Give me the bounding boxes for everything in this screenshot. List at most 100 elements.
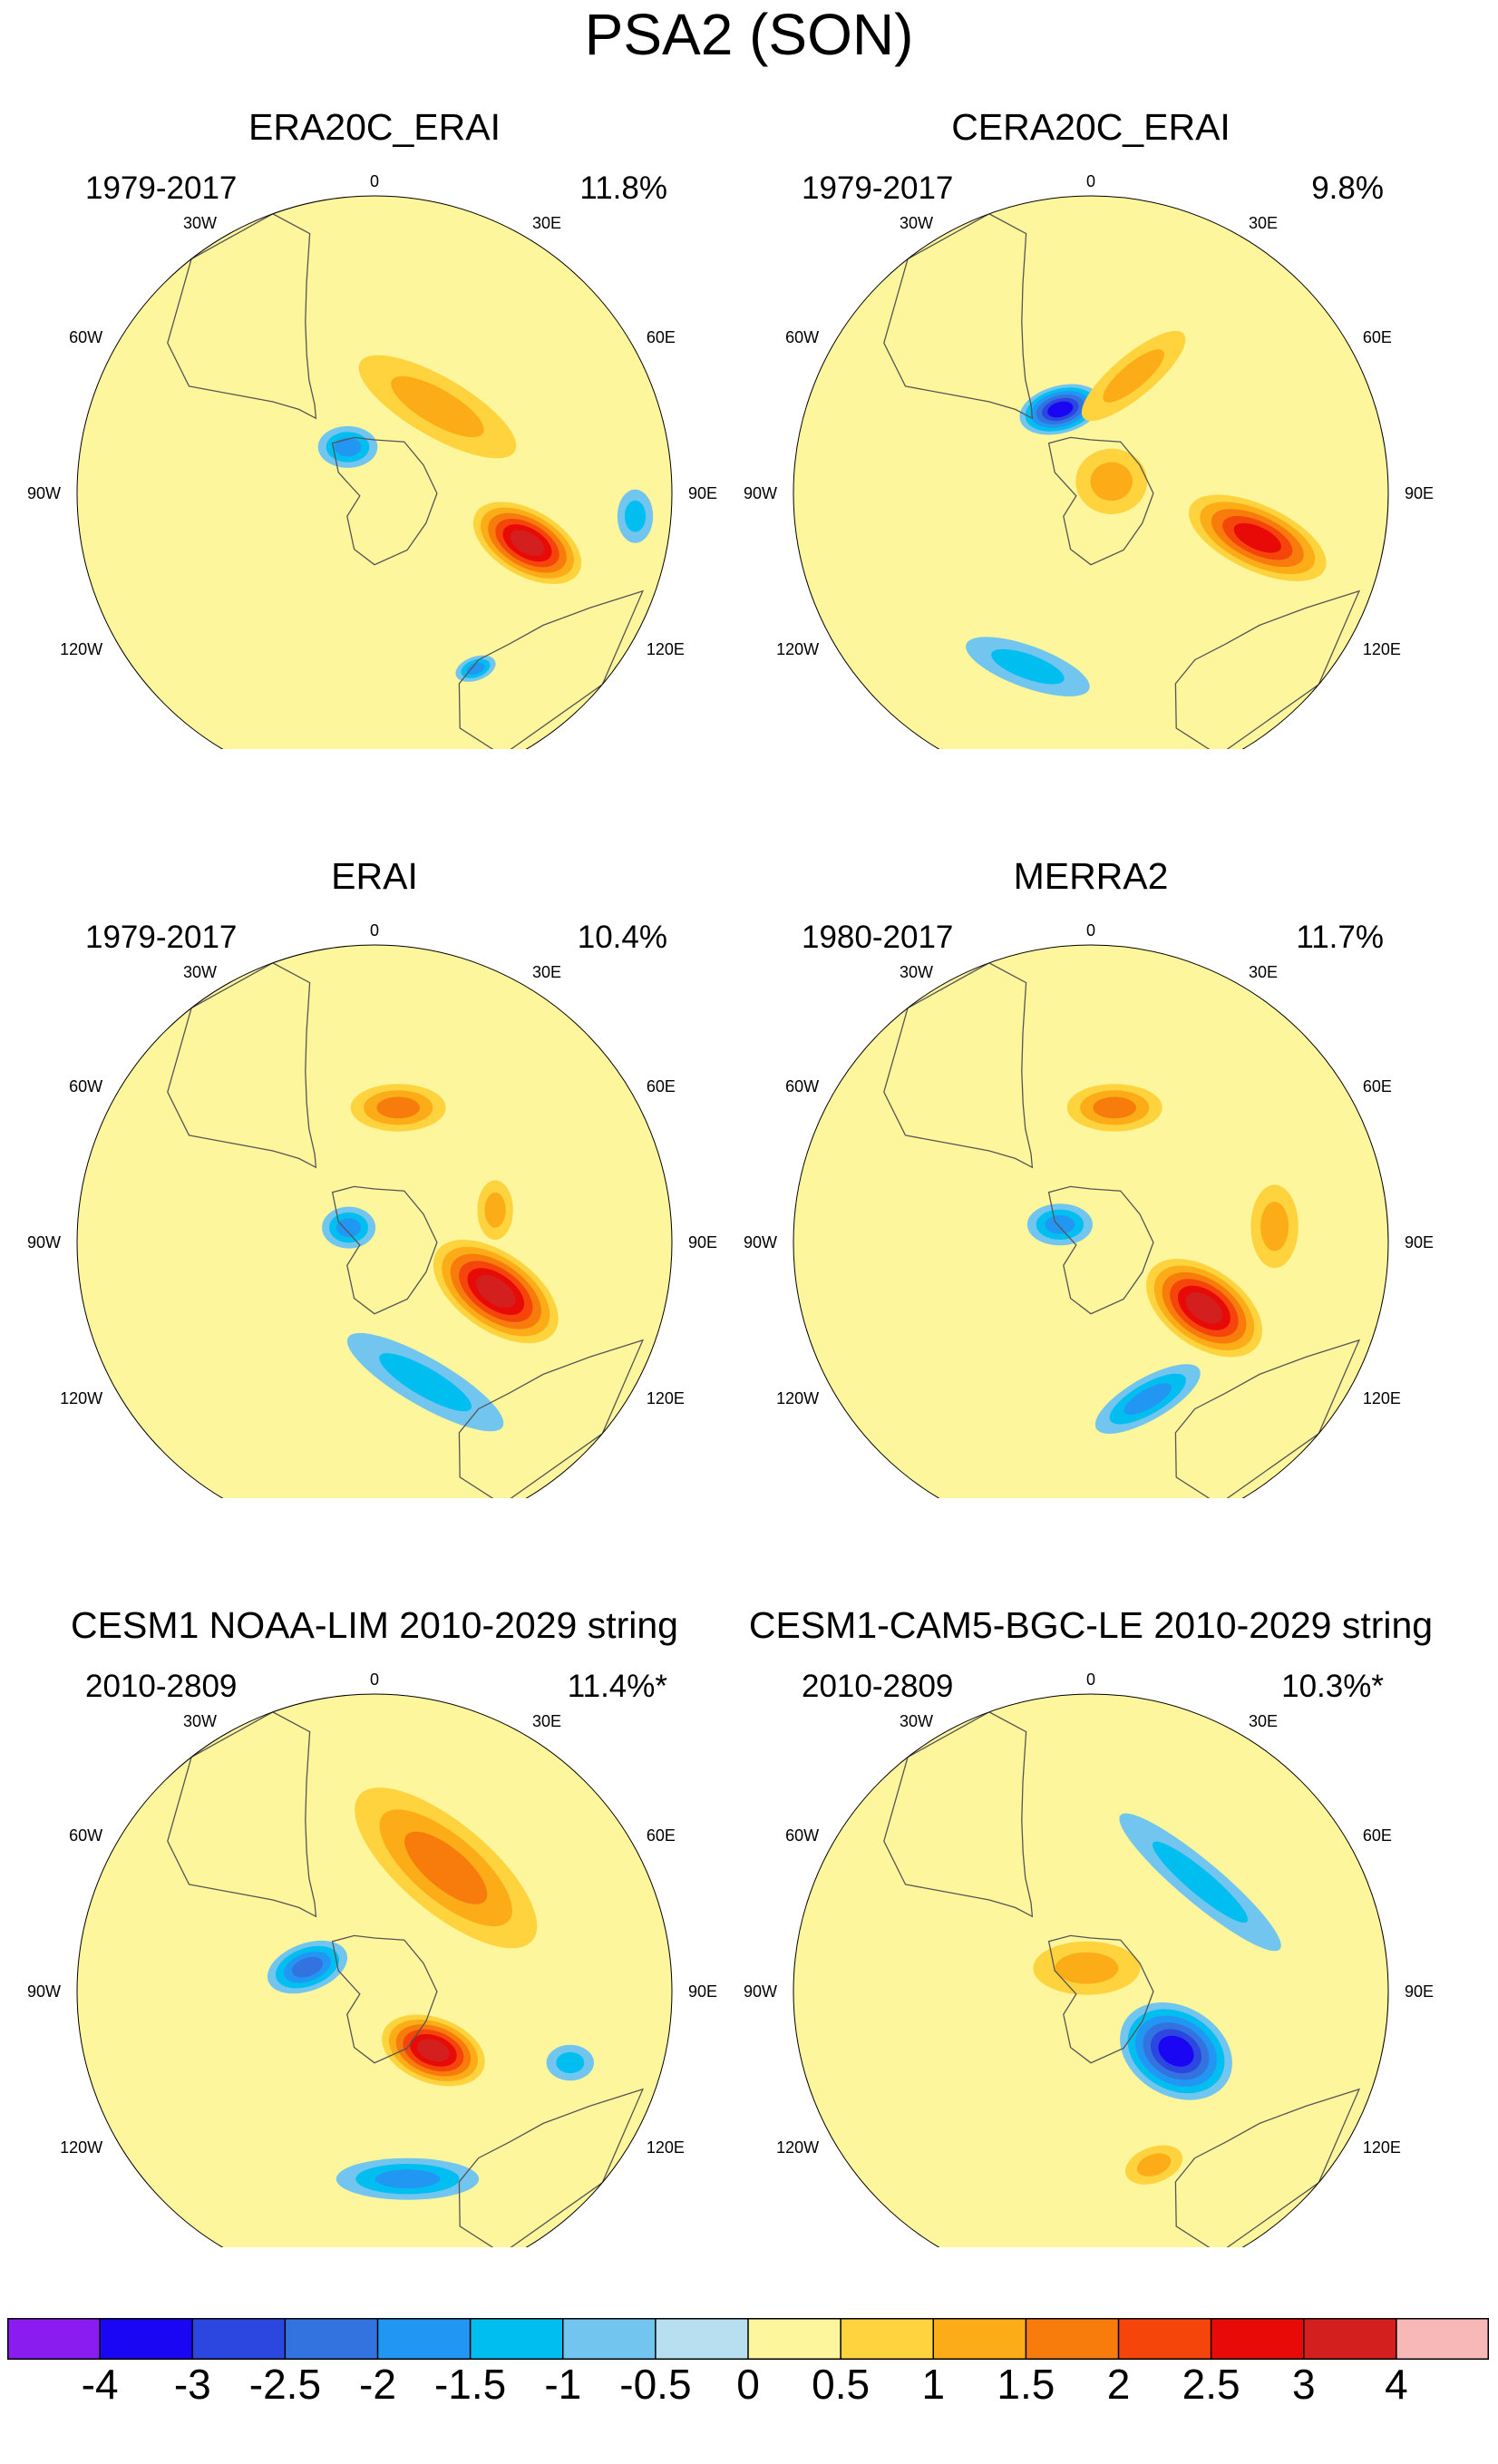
panel-period: 1979-2017: [85, 170, 238, 206]
colorbar-tick-label: 2: [1106, 2361, 1131, 2408]
colorbar-swatch: [933, 2318, 1026, 2360]
longitude-label: 120E: [1363, 1389, 1401, 1407]
contour-band: [416, 2039, 450, 2062]
contour-band: [1093, 1096, 1136, 1119]
polar-map: 030E60E90E120E150E180150W120W90W60W30W: [744, 1670, 1434, 2313]
colorbar-tick-label: -2.5: [248, 2361, 322, 2408]
panel-title: ERAI: [331, 855, 418, 897]
colorbar-swatch: [1396, 2318, 1489, 2360]
longitude-label: 0: [1086, 921, 1095, 940]
longitude-label: 90E: [688, 1982, 717, 2001]
colorbar-tick-label: -1.5: [433, 2361, 507, 2408]
longitude-label: 0: [1086, 1670, 1095, 1689]
panel-explained-variance: 9.8%: [1311, 170, 1384, 206]
colorbar-tick-label: 4: [1385, 2361, 1408, 2408]
longitude-label: 90E: [688, 1233, 717, 1251]
longitude-label: 30W: [183, 214, 217, 232]
contour-band: [1158, 2035, 1194, 2067]
longitude-label: 60W: [785, 1826, 819, 1845]
colorbar-swatch: [192, 2318, 286, 2360]
longitude-label: 60W: [785, 328, 819, 346]
colorbar-tick-label: -4: [81, 2361, 119, 2408]
longitude-label: 120E: [1363, 2138, 1401, 2157]
antarctica-coastline: [331, 1934, 438, 2064]
longitude-label: 60E: [647, 328, 676, 346]
longitude-label: 30E: [1249, 963, 1278, 981]
panel-title: CESM1-CAM5-BGC-LE 2010-2029 string: [748, 1604, 1434, 1646]
colorbar-tick-label: 1: [921, 2361, 946, 2408]
longitude-label: 30E: [532, 1712, 561, 1730]
colorbar-frame: [7, 2318, 1489, 2360]
colorbar-swatch: [1026, 2318, 1119, 2360]
south-america-coastline: [167, 213, 317, 420]
longitude-label: 120W: [776, 640, 819, 658]
map-panel-era20c-erai: ERA20C_ERAI 1979-2017 11.8% 0 30E 60E 90E 12…: [0, 0, 749, 814]
panel-period: 1979-2017: [802, 170, 954, 206]
australia-coastline: [458, 589, 645, 756]
panel-period: 1979-2017: [85, 920, 238, 955]
south-america-coastline: [883, 962, 1034, 1169]
longitude-label: 60W: [785, 1077, 819, 1096]
longitude-label: 60E: [1363, 1826, 1392, 1845]
south-america-coastline: [167, 1711, 317, 1918]
longitude-label: 30E: [532, 963, 561, 981]
longitude-label: 30W: [183, 963, 217, 981]
longitude-label: 120W: [776, 1389, 819, 1407]
longitude-label: 60E: [1363, 328, 1392, 346]
colorbar-swatch: [562, 2318, 656, 2360]
contour-band: [484, 1192, 506, 1228]
australia-coastline: [1174, 589, 1361, 756]
longitude-label: 90E: [1405, 484, 1434, 502]
longitude-label: 120E: [1363, 640, 1401, 658]
colorbar-tick-label: 0: [736, 2361, 760, 2408]
colorbar-tick-label: -0.5: [619, 2361, 692, 2408]
contour-band: [404, 1831, 488, 1904]
longitude-label: 120E: [647, 640, 685, 658]
longitude-label: 120E: [647, 2138, 685, 2157]
contour-band: [1045, 1214, 1075, 1234]
contour-band: [1047, 401, 1074, 418]
longitude-label: 90E: [1405, 1982, 1434, 2001]
contour-band: [1153, 1841, 1249, 1923]
antarctica-coastline: [331, 1185, 438, 1315]
map-panel-erai: ERAI 1979-2017 10.4% 030E60E90E120E150E1…: [0, 749, 749, 1563]
contour-band: [1260, 1202, 1289, 1251]
contour-band: [475, 1275, 516, 1309]
longitude-label: 90W: [27, 1233, 61, 1251]
map-panel-cesm1-noaa-lim: CESM1 NOAA-LIM 2010-2029 string 2010-280…: [0, 1498, 749, 2313]
longitude-label: 120W: [60, 2138, 102, 2157]
contour-band: [1136, 2153, 1172, 2177]
colorbar-swatch: [7, 2318, 101, 2360]
longitude-label: 90W: [744, 484, 777, 502]
contour-band: [1233, 522, 1281, 553]
map-panel-cera20c-erai: CERA20C_ERAI 1979-2017 9.8% 0 30E 60E 90E 12…: [716, 0, 1465, 814]
map-background-field: [77, 1694, 672, 2289]
longitude-label: 90W: [744, 1982, 777, 2001]
panel-explained-variance: 10.3%*: [1281, 1669, 1384, 1704]
polar-map: 030E60E90E120E150E180150W120W90W60W30W: [744, 921, 1434, 1563]
contour-band: [292, 1956, 323, 1978]
colorbar-tick-label: 1.5: [997, 2361, 1055, 2408]
antarctica-coastline: [1047, 436, 1154, 566]
longitude-label: 0: [370, 1670, 379, 1689]
figure-title: PSA2 (SON): [584, 2, 914, 67]
longitude-label: 30W: [900, 214, 933, 232]
contour-band: [1090, 462, 1133, 502]
australia-coastline: [1174, 1339, 1361, 1505]
longitude-label: 0: [370, 172, 379, 190]
antarctica-coastline: [1047, 1185, 1154, 1315]
polar-map: 030E60E90E120E150E180150W120W90W60W30W: [27, 1670, 717, 2313]
longitude-label: 30W: [900, 963, 933, 981]
longitude-label: 30E: [1249, 1712, 1278, 1730]
longitude-label: 90W: [27, 1982, 61, 2001]
australia-coastline: [1174, 2088, 1361, 2255]
panel-explained-variance: 10.4%: [577, 920, 667, 955]
panel-period: 2010-2809: [85, 1669, 238, 1704]
colorbar-tick-label: -3: [173, 2361, 211, 2408]
contour-band: [556, 2051, 585, 2074]
contour-band: [466, 662, 485, 675]
contour-band: [1124, 1383, 1172, 1415]
panel-title: CERA20C_ERAI: [951, 106, 1230, 148]
contour-band: [991, 648, 1065, 685]
map-background-field: [77, 945, 672, 1540]
